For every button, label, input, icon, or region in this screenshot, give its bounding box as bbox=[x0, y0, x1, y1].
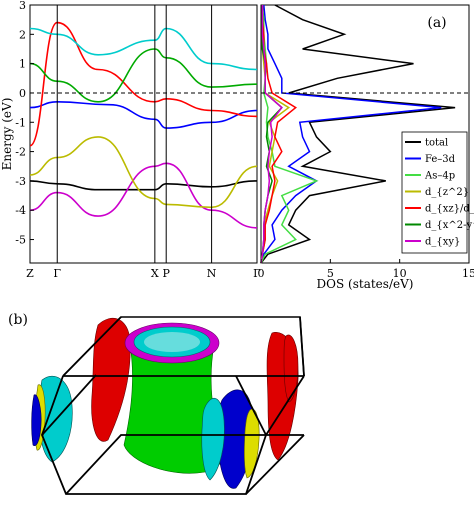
legend-label: d_{xy} bbox=[425, 237, 460, 248]
dos-plot-frame bbox=[260, 4, 470, 264]
band-line-5 bbox=[29, 162, 258, 229]
dos-line-2 bbox=[260, 4, 442, 264]
energy-tick-label: 3 bbox=[19, 0, 26, 12]
hole-cylinder bbox=[123, 322, 223, 474]
kpoint-label: N bbox=[207, 267, 217, 280]
electron-pocket-red-back-right bbox=[283, 334, 299, 403]
dos-legend: total Fe–3d As–4p d_{z^2} d_{xz}/d_{yz} d_{x^… bbox=[405, 138, 474, 248]
legend-label: d_{x^2-y^2} bbox=[425, 220, 474, 231]
dos-tick-label: 5 bbox=[327, 267, 334, 280]
kpoint-label: X bbox=[151, 267, 159, 280]
legend-label: Fe–3d bbox=[425, 154, 456, 165]
band-line-3 bbox=[29, 21, 258, 147]
energy-tick-label: -5 bbox=[15, 234, 26, 247]
band-line-4 bbox=[29, 48, 258, 103]
electron-pocket-yellow-right bbox=[244, 408, 260, 479]
energy-tick-label: -3 bbox=[15, 175, 26, 188]
energy-tick-label: 2 bbox=[19, 28, 26, 41]
band-line-6 bbox=[29, 27, 258, 71]
dos-lines bbox=[260, 4, 456, 264]
panel-b-label: (b) bbox=[8, 312, 28, 328]
electron-pocket-cyan-right bbox=[201, 397, 225, 481]
dos-axis-title: DOS (states/eV) bbox=[317, 277, 414, 291]
band-plot-frame bbox=[29, 4, 258, 264]
kpoint-label: Z bbox=[26, 267, 34, 280]
fermi-surface-panel: (b) bbox=[8, 312, 305, 495]
energy-tick-label: 0 bbox=[19, 87, 26, 100]
legend-label: d_{xz}/d_{yz} bbox=[425, 204, 474, 215]
kpoint-label: P bbox=[162, 267, 170, 280]
kpoint-guide-lines bbox=[56, 5, 213, 263]
dos-tick-label: 0 bbox=[258, 267, 265, 280]
dos-legend-box bbox=[401, 131, 468, 254]
legend-label: d_{z^2} bbox=[425, 187, 469, 198]
energy-ticks: -5 -4 -3 -2 -1 0 1 2 3 bbox=[15, 0, 34, 247]
energy-axis-title: Energy (eV) bbox=[0, 98, 14, 171]
energy-tick-label: 1 bbox=[19, 58, 26, 71]
band-line-2 bbox=[29, 100, 258, 129]
hole-cylinder-opening bbox=[144, 332, 200, 352]
brillouin-zone-front bbox=[41, 316, 305, 495]
band-line-7 bbox=[29, 136, 258, 209]
dos-tick-label: 10 bbox=[393, 267, 407, 280]
energy-tick-label: -2 bbox=[15, 146, 26, 159]
kpoint-label: Γ bbox=[253, 267, 261, 280]
electron-pocket-red-left bbox=[91, 317, 131, 442]
band-line-1 bbox=[29, 180, 258, 191]
dos-plot: 0 5 10 15 DOS (states/eV) (a) total Fe–3d As–… bbox=[258, 4, 474, 291]
kpoint-label: Γ bbox=[53, 267, 61, 280]
dos-line-3 bbox=[260, 4, 319, 264]
dos-line-7 bbox=[260, 5, 283, 264]
legend-label: total bbox=[425, 138, 448, 149]
energy-tick-label: -1 bbox=[15, 116, 26, 129]
energy-tick-label: -4 bbox=[15, 204, 26, 217]
electron-pocket-blue-left bbox=[31, 394, 42, 446]
band-lines bbox=[29, 21, 258, 229]
dos-ticks: 0 5 10 15 bbox=[258, 259, 474, 280]
panel-a-label: (a) bbox=[427, 15, 446, 31]
legend-label: As–4p bbox=[424, 171, 455, 182]
dos-tick-label: 15 bbox=[462, 267, 474, 280]
dos-line-1 bbox=[260, 4, 456, 264]
